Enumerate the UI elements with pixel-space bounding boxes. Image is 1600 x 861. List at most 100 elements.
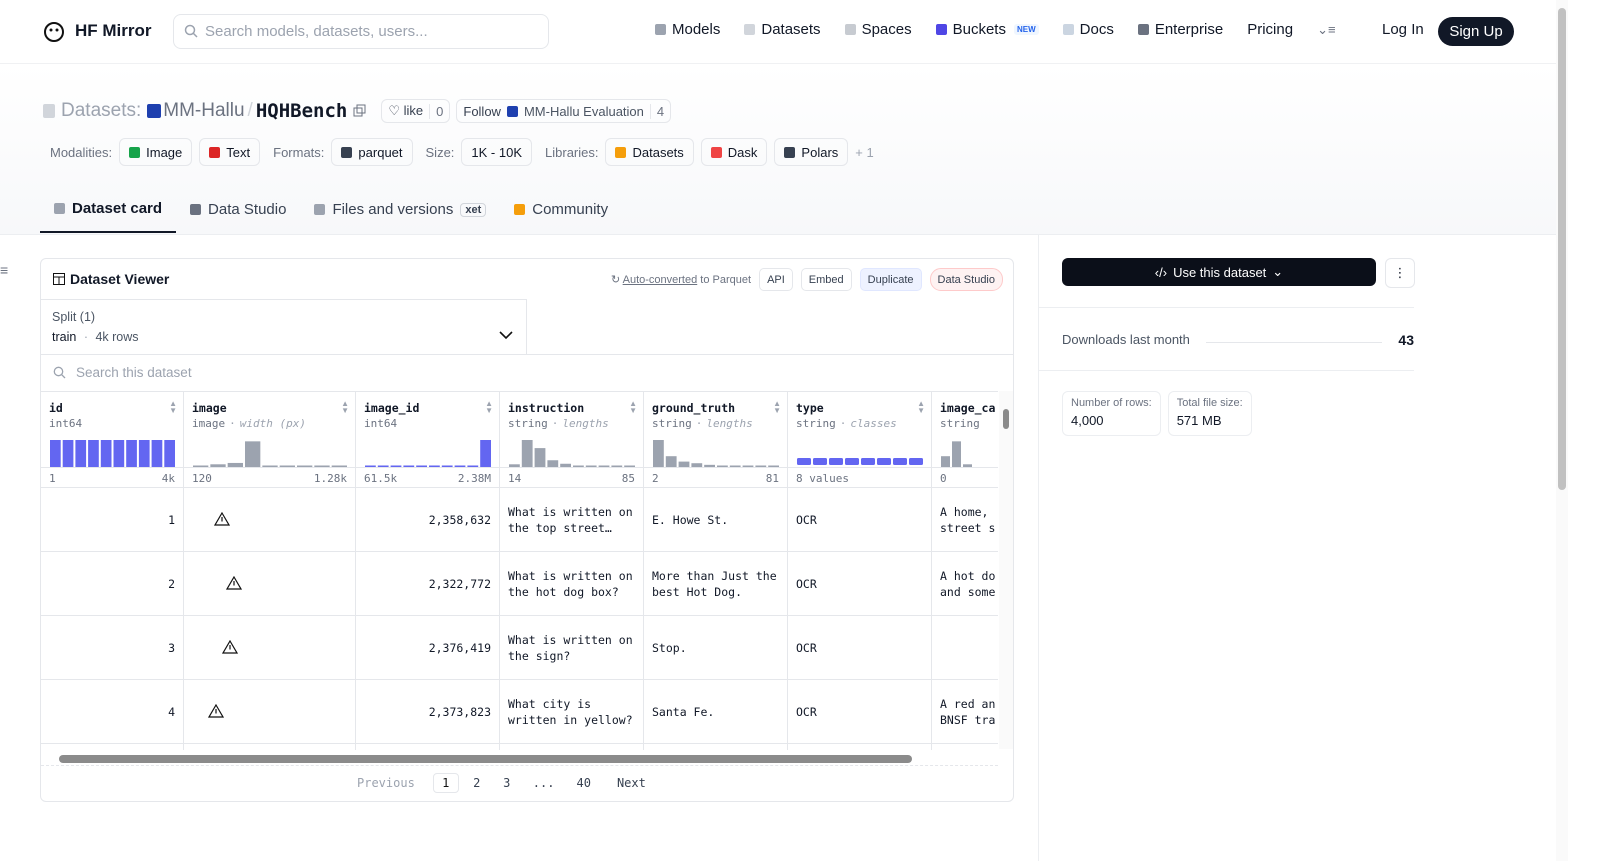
class-segment[interactable]	[893, 458, 907, 465]
histogram-bar[interactable]	[279, 465, 295, 468]
follow-button[interactable]: Follow MM-Hallu Evaluation 4	[456, 99, 672, 123]
histogram-bar[interactable]	[227, 462, 243, 467]
table-cell[interactable]: What is written on the hot dog box?	[500, 552, 644, 616]
page-link[interactable]: 1	[432, 773, 459, 793]
h-scrollbar[interactable]	[41, 751, 998, 766]
nav-item[interactable]: Docs	[1062, 21, 1114, 38]
viewer-button[interactable]: Embed	[800, 268, 852, 291]
histogram-bar[interactable]	[521, 440, 533, 467]
class-segment[interactable]	[829, 458, 843, 465]
like-button[interactable]: ♡ like 0	[381, 99, 451, 123]
class-segment[interactable]	[813, 458, 827, 465]
v-scroll-thumb[interactable]	[1003, 409, 1009, 429]
histogram-bar[interactable]	[365, 465, 376, 468]
v-scrollbar[interactable]	[999, 391, 1013, 749]
table-cell[interactable]: 2	[41, 552, 184, 616]
table-cell[interactable]: 2,322,772	[356, 552, 500, 616]
histogram-bar[interactable]	[100, 440, 112, 467]
histogram-bar[interactable]	[75, 440, 87, 467]
table-cell[interactable]: A hot do and some	[932, 552, 998, 616]
page-link[interactable]: 40	[576, 776, 591, 790]
histogram-bar[interactable]	[768, 465, 779, 468]
tab[interactable]: Data Studio	[176, 196, 300, 233]
table-cell[interactable]: What city is written in yellow?	[500, 680, 644, 744]
page-link[interactable]: 3	[503, 776, 511, 790]
column-header[interactable]: ground_truth string · lengths ▲ ▼ 2 81	[644, 392, 788, 488]
nav-menu[interactable]: ⌄≡	[1317, 21, 1336, 37]
histogram-bar[interactable]	[113, 440, 125, 467]
viewer-button[interactable]: Data Studio	[929, 268, 1003, 291]
histogram-bar[interactable]	[262, 465, 278, 468]
table-cell[interactable]: 3	[41, 616, 184, 680]
histogram-bar[interactable]	[467, 465, 479, 468]
column-header[interactable]: instruction string · lengths ▲ ▼ 14 85	[500, 392, 644, 488]
histogram-bar[interactable]	[164, 440, 175, 467]
table-cell[interactable]	[184, 680, 356, 744]
table-cell[interactable]	[184, 488, 356, 552]
class-segment[interactable]	[845, 458, 859, 465]
table-cell[interactable]: What is written on the top street…	[500, 488, 644, 552]
table-cell[interactable]	[184, 616, 356, 680]
histogram-bar[interactable]	[755, 465, 767, 468]
copy-icon[interactable]	[353, 104, 367, 118]
histogram-bar[interactable]	[624, 465, 635, 468]
more-libraries[interactable]: + 1	[855, 144, 874, 160]
table-cell[interactable]: OCR	[788, 488, 932, 552]
more-button[interactable]: ⋮	[1385, 258, 1415, 288]
page-next[interactable]: Next	[616, 776, 646, 790]
histogram-bar[interactable]	[665, 456, 677, 467]
tag[interactable]: Polars	[774, 138, 849, 166]
histogram-bar[interactable]	[941, 456, 950, 467]
histogram-bar[interactable]	[509, 464, 520, 467]
table-cell[interactable]: A red an BNSF tra	[932, 680, 998, 744]
tab[interactable]: Community	[500, 196, 622, 233]
histogram-bar[interactable]	[454, 465, 466, 468]
tag[interactable]: parquet	[331, 138, 413, 166]
page-previous[interactable]: Previous	[357, 776, 415, 790]
histogram-bar[interactable]	[560, 463, 571, 467]
table-cell[interactable]	[184, 552, 356, 616]
histogram-bar[interactable]	[585, 465, 597, 468]
tag[interactable]: 1K - 10K	[461, 138, 533, 166]
split-selector[interactable]: Split (1) train · 4k rows	[41, 299, 527, 355]
class-segment[interactable]	[909, 458, 923, 465]
tag[interactable]: Datasets	[605, 138, 694, 166]
histogram-bar[interactable]	[678, 461, 690, 467]
tag[interactable]: Dask	[700, 138, 768, 166]
nav-item[interactable]: Buckets NEW	[935, 21, 1039, 38]
page-scrollbar[interactable]	[1556, 0, 1568, 861]
nav-item[interactable]: Pricing	[1247, 21, 1293, 38]
histogram-bar[interactable]	[88, 440, 99, 467]
table-cell[interactable]: 2,373,823	[356, 680, 500, 744]
tab[interactable]: Files and versions xet	[300, 196, 500, 233]
histogram-bar[interactable]	[151, 440, 163, 467]
login[interactable]: Log In	[1382, 21, 1424, 38]
use-dataset-button[interactable]: ‹/› Use this dataset ⌄	[1062, 258, 1376, 286]
histogram-bar[interactable]	[573, 465, 584, 468]
table-cell[interactable]: E. Howe St.	[644, 488, 788, 552]
table-cell[interactable]: 2,376,419	[356, 616, 500, 680]
histogram-bar[interactable]	[534, 448, 546, 467]
column-header[interactable]: image image · width (px) ▲ ▼ 120 1.28k	[184, 392, 356, 488]
histogram-bar[interactable]	[742, 465, 754, 468]
search-box[interactable]: Search models, datasets, users...	[173, 14, 549, 49]
column-header[interactable]: id int64 ▲ ▼ 1 4k	[41, 392, 184, 488]
histogram-bar[interactable]	[729, 465, 741, 468]
repo-name[interactable]: HQHBench	[255, 100, 348, 122]
table-cell[interactable]: More than Just the best Hot Dog.	[644, 552, 788, 616]
histogram-bar[interactable]	[952, 441, 961, 467]
table-cell[interactable]: 4	[41, 680, 184, 744]
table-cell[interactable]	[932, 616, 998, 680]
class-segment[interactable]	[877, 458, 891, 465]
histogram-bar[interactable]	[390, 465, 402, 468]
histogram-bar[interactable]	[138, 440, 150, 467]
histogram-bar[interactable]	[50, 440, 61, 467]
viewer-button[interactable]: API	[759, 268, 793, 291]
page-scroll-thumb[interactable]	[1558, 8, 1566, 490]
class-segment[interactable]	[861, 458, 875, 465]
histogram-bar[interactable]	[314, 465, 330, 468]
histogram-bar[interactable]	[691, 463, 703, 467]
tab[interactable]: Dataset card	[40, 196, 177, 233]
histogram-bar[interactable]	[62, 440, 74, 467]
